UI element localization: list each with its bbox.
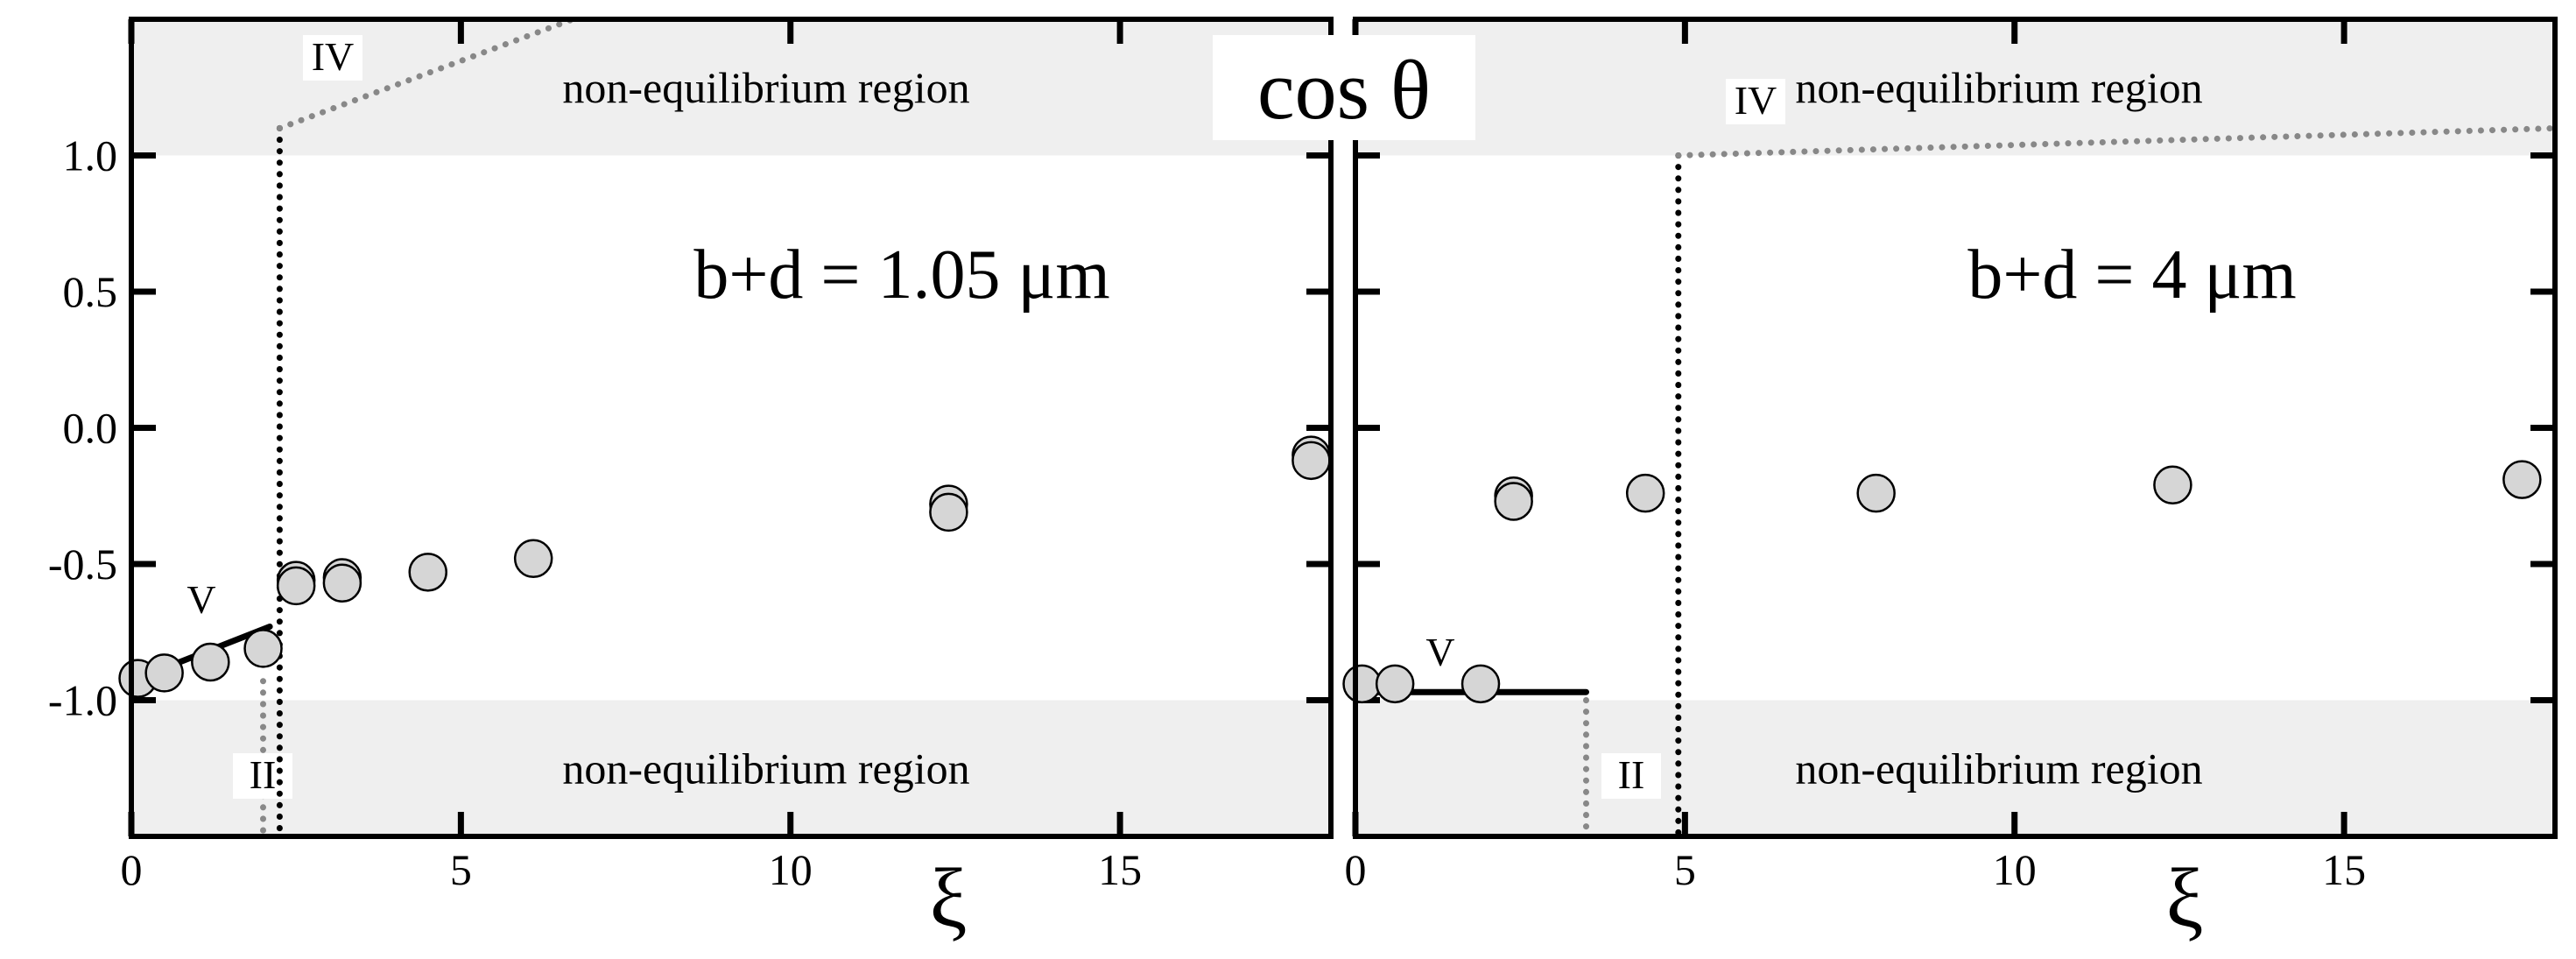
y-tick-label: 0.5 [63,267,118,316]
curve-iv [1675,124,2558,159]
panel-title: b+d = 1.05 μm [693,236,1109,314]
curve-label-background [303,35,362,81]
y-axis-label: cos θ [1257,43,1431,137]
data-point [2502,460,2542,499]
x-tick-label: 0 [121,845,143,894]
data-point [408,553,447,592]
curve-label-iv: IV [312,34,355,79]
data-point [243,629,283,668]
y-tick-label: -0.5 [48,539,117,589]
region-label: non-equilibrium region [1795,744,2202,793]
y-axis-label-box: cos θ [1213,35,1475,140]
region-label: non-equilibrium region [562,744,969,793]
curve-label-v: V [1425,630,1454,674]
data-point [322,563,362,603]
data-point [929,492,968,532]
non-equilibrium-band [1355,700,2555,836]
data-point [144,653,184,693]
x-tick-label: 5 [1674,845,1696,894]
curve-label-iv: IV [1735,78,1777,123]
y-axis-label-background [1213,35,1475,140]
data-point [1292,441,1331,481]
x-tick-label: 15 [2322,845,2366,894]
data-point [191,642,230,682]
plot-frame [129,17,1334,839]
x-tick-label: 10 [769,845,813,894]
x-axis-label-left: ξ [930,851,968,945]
y-tick-label: 1.0 [63,131,118,180]
curve-label-background [1726,79,1785,124]
data-point [1494,482,1533,521]
x-tick-label: 0 [1345,845,1367,894]
data-point [1375,664,1415,704]
curve-label-ii: II [250,752,277,797]
y-tick-label: -1.0 [48,676,117,725]
curve-label-background [172,578,231,624]
data-point [276,566,316,606]
x-tick-label: 5 [450,845,472,894]
data-point [1460,664,1501,704]
region-label: non-equilibrium region [562,63,969,112]
x-tick-label: 15 [1098,845,1142,894]
x-tick-label: 10 [1993,845,2037,894]
data-point [1625,473,1665,513]
panel-left: non-equilibrium region non-equilibrium re… [48,16,1334,894]
curve-label-ii: II [1618,752,1645,797]
curve-label-background [1411,631,1470,676]
y-tick-label: 0.0 [63,404,118,453]
curve-label-background [233,753,292,799]
plot-frame [1353,17,2558,839]
curve-label-v: V [187,577,215,622]
panel-title: b+d = 4 μm [1967,236,2296,314]
data-point [2153,465,2192,505]
non-equilibrium-band [131,700,1331,836]
x-axis-label-right: ξ [2166,851,2204,945]
data-point [1856,473,1896,513]
curve-label-background [1601,753,1661,799]
region-label: non-equilibrium region [1795,63,2202,112]
data-point [513,539,553,579]
panel-right: non-equilibrium region non-equilibrium re… [1342,17,2558,894]
data-point [1342,664,1382,704]
